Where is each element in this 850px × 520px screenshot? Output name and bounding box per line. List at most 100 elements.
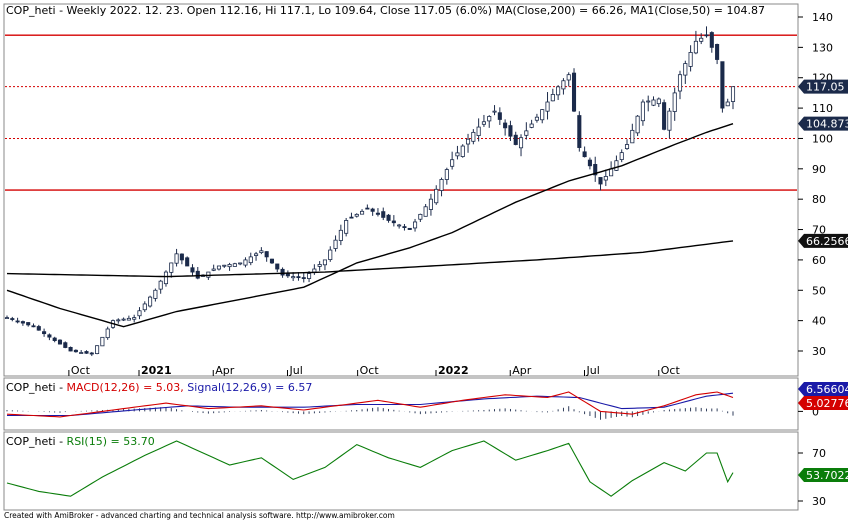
macd-header: COP_heti - MACD(12,26) = 5.03, Signal(12…	[6, 381, 312, 394]
candle-body	[79, 352, 84, 354]
footer-credit: Created with AmiBroker - advanced charti…	[4, 511, 395, 520]
price-tick-label: 30	[812, 345, 826, 358]
candle-body	[609, 168, 614, 177]
candle-body	[179, 253, 184, 261]
candle-body	[312, 268, 317, 273]
candle-body	[137, 310, 142, 317]
candle-body	[354, 213, 359, 217]
candle-body	[216, 265, 222, 270]
candle-body	[232, 263, 237, 267]
candle-body	[413, 221, 418, 229]
candle-body	[397, 224, 402, 227]
x-tick-label: Jul	[289, 364, 303, 377]
candle-body	[360, 210, 365, 215]
candle-body	[116, 319, 121, 322]
price-tick-label: 140	[812, 11, 833, 24]
price-header: COP_heti - Weekly 2022. 12. 23. Open 112…	[6, 4, 765, 17]
candle-body	[15, 320, 20, 323]
candle-body	[640, 101, 645, 122]
candle-body	[57, 339, 63, 345]
candle-body	[476, 126, 481, 137]
macd-panel-frame	[3, 377, 799, 431]
x-tick-label: Apr	[215, 364, 235, 377]
candle-body	[10, 318, 15, 320]
x-tick-label: Oct	[360, 364, 380, 377]
ma200-tag-text: 66.2566	[806, 235, 850, 248]
candle-body	[195, 270, 200, 279]
candle-body	[47, 334, 52, 338]
candle-body	[291, 276, 296, 279]
candle-body	[338, 229, 343, 241]
macd-header-macd: MACD(12,26) = 5.03,	[67, 381, 184, 394]
candle-body	[105, 328, 110, 339]
candle-body	[651, 99, 656, 106]
candle-body	[158, 280, 163, 290]
rsi-panel-frame	[3, 431, 799, 511]
candle-body	[238, 262, 243, 265]
rsi-tag: 53.7022	[798, 468, 850, 482]
ma50-line	[6, 123, 734, 328]
x-tick-label: Oct	[661, 364, 681, 377]
price-panel-frame	[3, 3, 799, 377]
candle-body	[550, 94, 555, 102]
candle-body	[524, 130, 529, 136]
macd-line	[6, 391, 734, 418]
candle-body	[301, 277, 306, 279]
signal-line	[7, 392, 734, 417]
price-tick-label: 90	[812, 163, 826, 176]
candle-body	[243, 259, 248, 266]
price-tick-label: 60	[812, 254, 826, 267]
candle-body	[36, 326, 41, 331]
candle-body	[656, 98, 661, 105]
candle-body	[455, 152, 460, 157]
candle-body	[662, 102, 667, 130]
x-tick-label: Oct	[71, 364, 91, 377]
candle-body	[518, 137, 524, 149]
candle-body	[439, 179, 444, 191]
candle-body	[370, 208, 375, 212]
candle-body	[577, 115, 582, 148]
rsi-tick-label: 70	[812, 447, 826, 460]
signal-tag: 6.56604	[798, 382, 850, 396]
candle-body	[492, 110, 497, 113]
candle-body	[31, 325, 36, 328]
candle-body	[688, 52, 693, 67]
macd-header-prefix: COP_heti -	[6, 381, 67, 394]
rsi-header-prefix: COP_heti -	[6, 435, 67, 448]
candle-body	[730, 86, 736, 102]
candle-body	[190, 267, 195, 273]
close-price-tag-shape	[798, 79, 848, 94]
candle-body	[561, 80, 566, 90]
rsi-tag-text: 53.7022	[806, 469, 850, 482]
candle-body	[481, 121, 486, 125]
candle-body	[709, 32, 714, 48]
candle-body	[121, 318, 126, 321]
candle-body	[381, 211, 386, 218]
candle-body	[132, 317, 137, 320]
candle-body	[434, 188, 439, 204]
candle-body	[444, 169, 449, 180]
candle-body	[513, 134, 518, 145]
candle-body	[471, 131, 476, 142]
candle-body	[344, 220, 349, 234]
candle-body	[603, 176, 608, 181]
x-tick-label: 2022	[438, 364, 469, 377]
candle-body	[540, 109, 545, 121]
candle-body	[20, 321, 25, 324]
candlestick-series	[4, 26, 736, 357]
candle-body	[465, 138, 471, 145]
candle-body	[148, 296, 153, 307]
candle-body	[598, 177, 603, 185]
price-tick-label: 70	[812, 224, 826, 237]
candle-body	[667, 110, 672, 131]
candle-body	[503, 122, 508, 129]
candle-body	[317, 264, 322, 267]
price-tick-label: 50	[812, 284, 826, 297]
candle-body	[693, 40, 698, 54]
candle-body	[248, 256, 253, 264]
candle-body	[95, 345, 100, 354]
price-tick-label: 110	[812, 102, 833, 115]
candle-body	[275, 263, 280, 270]
